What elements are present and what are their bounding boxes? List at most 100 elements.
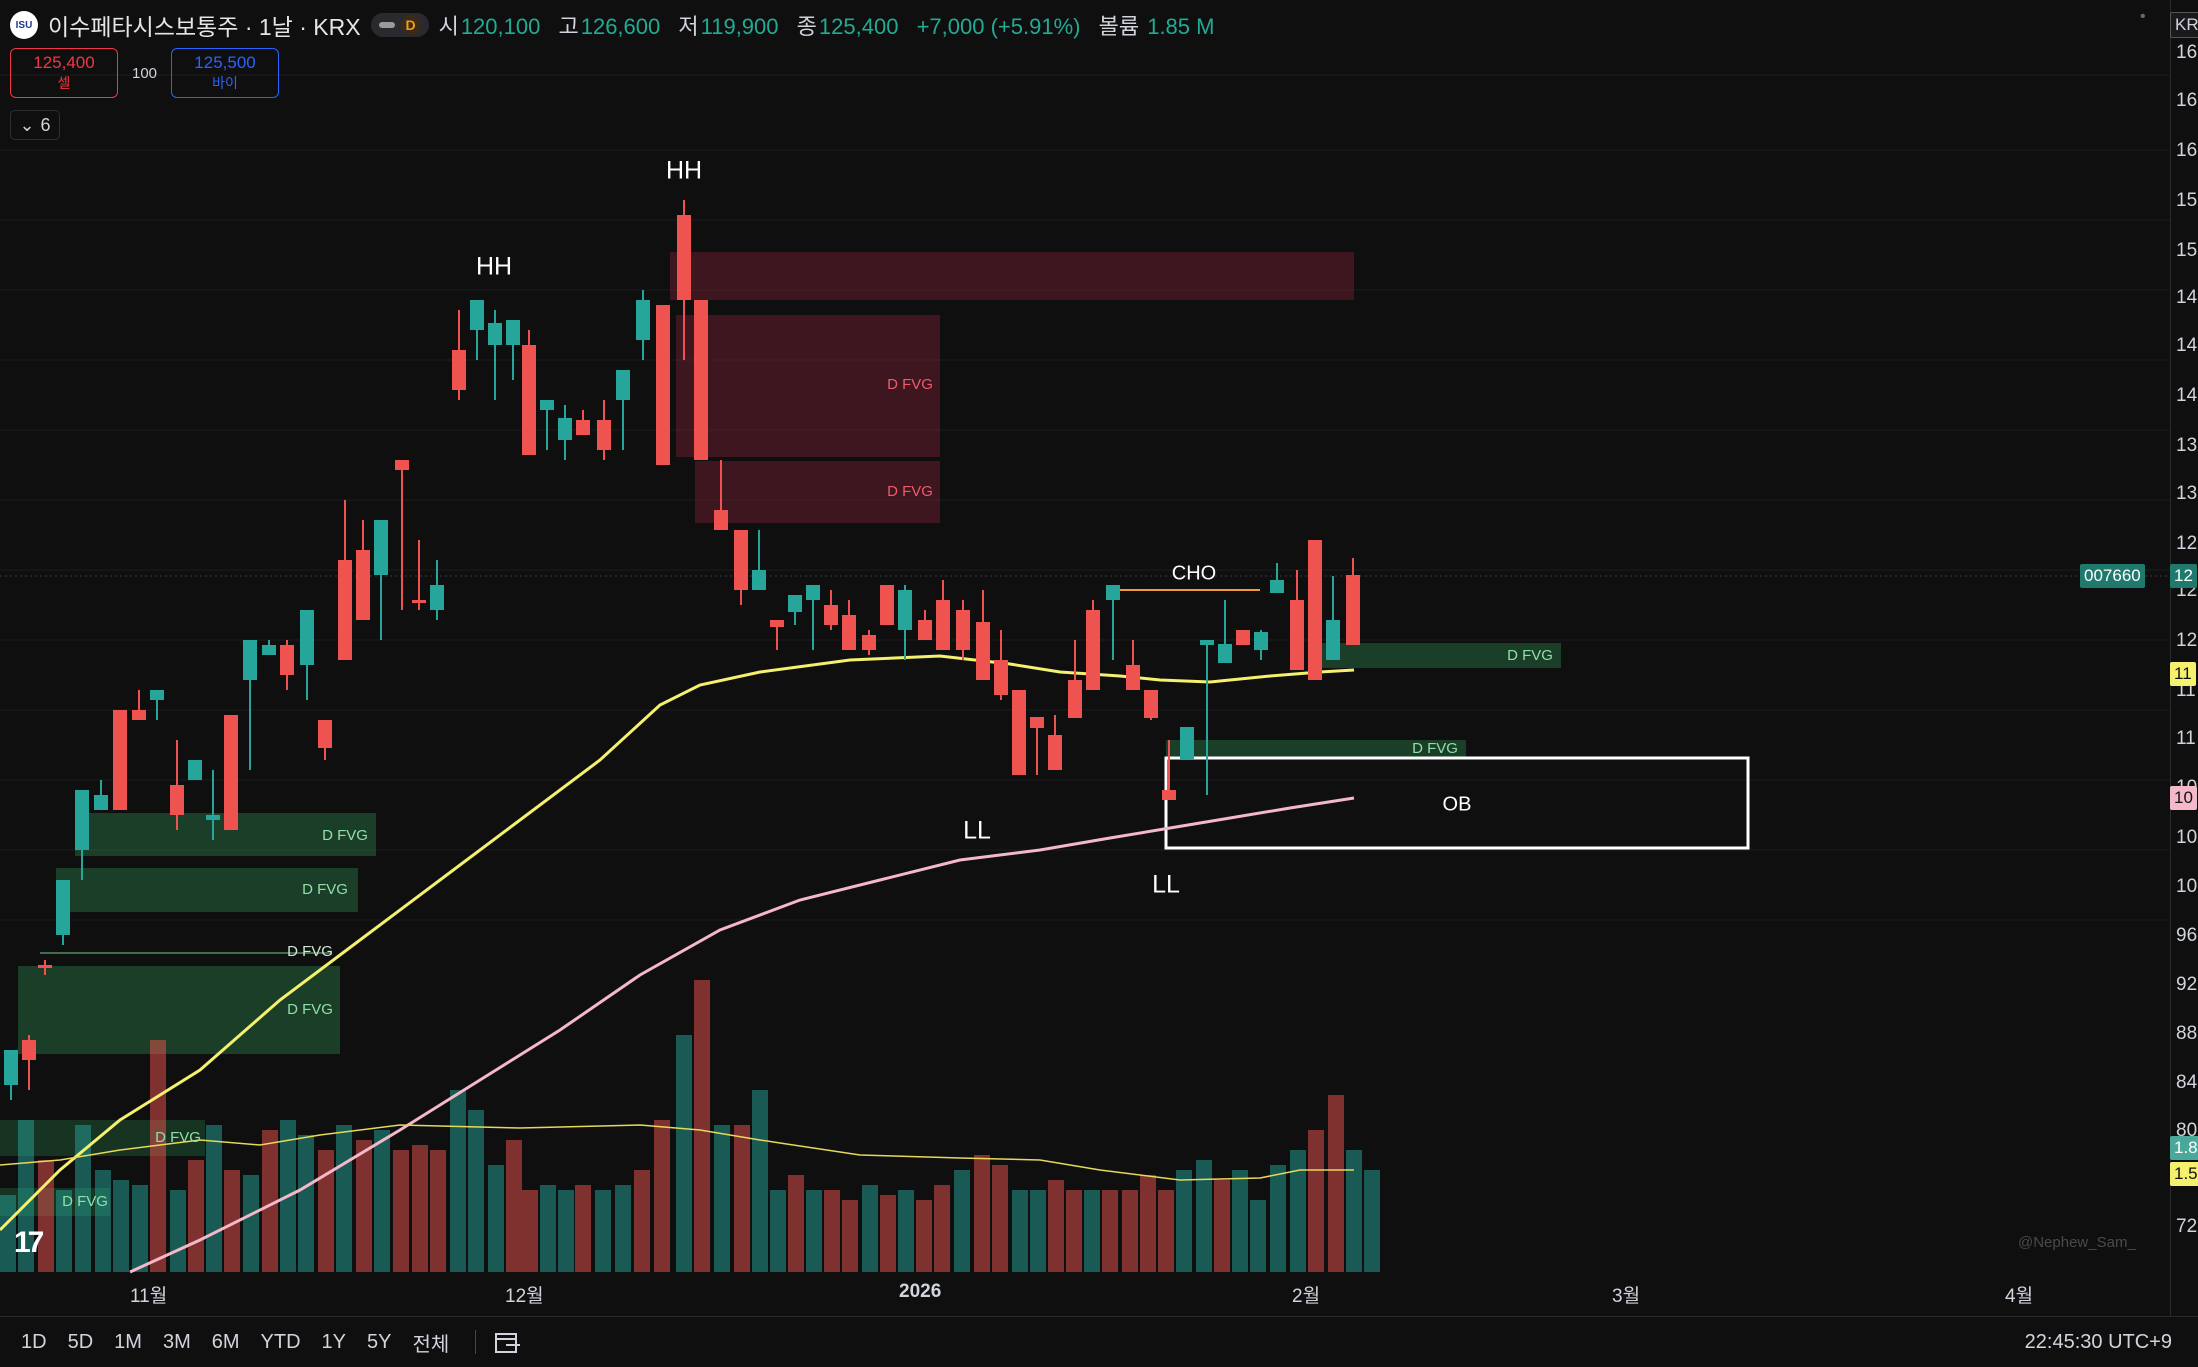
down-candle [1308, 540, 1322, 680]
data-status-badge[interactable]: D [370, 13, 429, 37]
volume-value: 1.85 M [1147, 14, 1215, 39]
status-pill-icon [378, 22, 395, 28]
time-axis-label: 12월 [505, 1286, 544, 1307]
volume-ma-tag: 1.5 [2170, 1162, 2198, 1186]
volume-bar [1328, 1095, 1344, 1272]
down-candle [356, 550, 370, 620]
down-candle [994, 660, 1008, 695]
range-6m[interactable]: 6M [211, 1330, 240, 1353]
calendar-goto-icon[interactable] [475, 1330, 522, 1354]
volume-bar [770, 1190, 786, 1272]
exchange-tag[interactable]: KRX [2170, 12, 2198, 38]
up-candle [1180, 727, 1194, 760]
down-candle [1290, 600, 1304, 670]
volume-bar [206, 1125, 222, 1272]
fvg-zone [1166, 740, 1466, 758]
fvg-zone [0, 1120, 205, 1156]
volume-bar [1308, 1130, 1324, 1272]
company-logo: ISU [10, 11, 38, 39]
volume-bar [132, 1185, 148, 1272]
volume-bar [412, 1145, 428, 1272]
volume-key: 볼륨 [1098, 14, 1140, 39]
down-candle [918, 620, 932, 640]
up-candle [558, 418, 572, 440]
price-axis-label: 10 [2176, 827, 2198, 848]
down-candle [770, 620, 784, 627]
open-key: 시 [438, 14, 459, 39]
volume-bar [374, 1130, 390, 1272]
volume-bar [992, 1165, 1008, 1272]
volume-bar [862, 1185, 878, 1272]
volume-bar [734, 1125, 750, 1272]
volume-bar [752, 1090, 768, 1272]
price-axis-label: 10 [2176, 876, 2198, 897]
volume-bar [1364, 1170, 1380, 1272]
low-value: 119,900 [700, 14, 779, 39]
up-candle [75, 790, 89, 850]
down-candle [412, 600, 426, 603]
ema-long-line [129, 796, 1355, 1274]
up-candle [488, 323, 502, 345]
down-candle [22, 1040, 36, 1060]
volume-bar [522, 1190, 538, 1272]
volume-bar [1346, 1150, 1362, 1272]
range-all[interactable]: 전체 [412, 1333, 450, 1356]
price-axis[interactable] [2170, 0, 2198, 1316]
range-1d[interactable]: 1D [21, 1330, 47, 1353]
price-axis-label: 15 [2176, 190, 2198, 211]
ema-long-tag: 10 [2170, 786, 2197, 810]
volume-bar [450, 1090, 466, 1272]
range-ytd[interactable]: YTD [260, 1330, 301, 1353]
range-1y[interactable]: 1Y [321, 1330, 347, 1353]
fvg-label: D FVG [1412, 740, 1458, 757]
down-candle [656, 305, 670, 465]
up-candle [1254, 632, 1268, 650]
volume-bar [676, 1035, 692, 1272]
price-axis-label: 14 [2176, 335, 2198, 356]
trade-panel: 125,400 셀 100 125,500 바이 [10, 48, 280, 98]
clock-timezone[interactable]: 22:45:30 UTC+9 [2024, 1330, 2172, 1353]
more-dot-icon[interactable]: • [2140, 8, 2146, 25]
volume-bar [1176, 1170, 1192, 1272]
volume-bar [1066, 1190, 1082, 1272]
order-block-label: OB [1443, 793, 1472, 815]
range-3m[interactable]: 3M [162, 1330, 191, 1353]
price-axis-label: 92 [2176, 974, 2198, 995]
buy-button[interactable]: 125,500 바이 [171, 48, 280, 98]
volume-bar [0, 1195, 16, 1272]
down-candle [1162, 790, 1176, 800]
range-5d[interactable]: 5D [67, 1330, 94, 1353]
price-axis-label: 11 [2176, 728, 2196, 749]
volume-bar [356, 1140, 372, 1272]
volume-bar [615, 1185, 631, 1272]
up-candle [806, 585, 820, 600]
indicators-toggle[interactable]: ⌄ 6 [10, 110, 60, 140]
volume-bar [170, 1190, 186, 1272]
down-candle [338, 560, 352, 660]
range-1m[interactable]: 1M [114, 1330, 142, 1353]
sell-button[interactable]: 125,400 셀 [10, 48, 118, 98]
up-candle [616, 370, 630, 400]
down-candle [318, 720, 332, 748]
down-candle [1144, 690, 1158, 718]
symbol-title[interactable]: 이수페타시스보통주 · 1날 · KRX [48, 14, 361, 40]
volume-tag: 1.8 [2170, 1136, 2198, 1160]
sell-price: 125,400 [33, 53, 95, 72]
volume-ma-line [0, 1124, 1354, 1181]
fvg-label: D FVG [887, 483, 933, 500]
up-candle [1200, 640, 1214, 645]
volume-bar [150, 1040, 166, 1272]
volume-bar [243, 1175, 259, 1272]
range-5y[interactable]: 5Y [367, 1330, 392, 1353]
down-candle [1086, 610, 1100, 690]
price-chart[interactable]: D FVG D FVG D FVG D FVG D FVG D FVG D FVG D FVG… [0, 0, 2198, 1316]
down-candle [224, 715, 238, 830]
price-axis-label: 12 [2176, 533, 2198, 554]
structure-label: LL [963, 817, 991, 845]
tradingview-logo-icon[interactable]: 17 [14, 1226, 44, 1259]
fvg-zone [1316, 643, 1561, 668]
down-candle [1030, 717, 1044, 728]
price-axis-label: 88 [2176, 1023, 2198, 1044]
down-candle [1126, 665, 1140, 690]
price-axis-label: 12 [2176, 630, 2198, 651]
